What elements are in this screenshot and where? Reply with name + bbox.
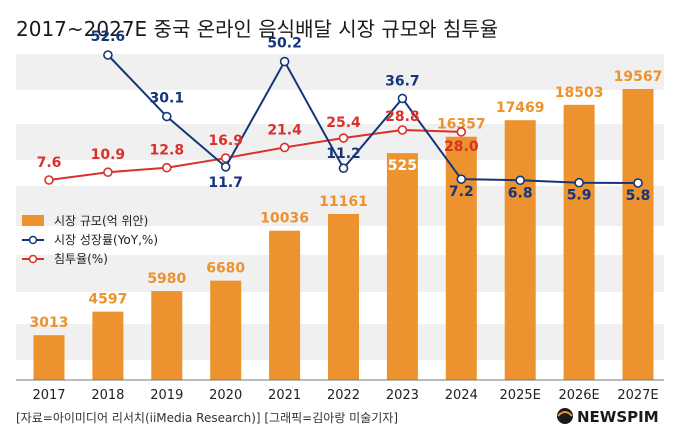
penetration-point-2023 <box>397 125 408 135</box>
x-tick-2019: 2019 <box>150 388 183 403</box>
penetration-point-2017 <box>44 175 54 185</box>
brand-globe-icon <box>557 408 573 424</box>
penetration-point-2024 <box>456 127 467 137</box>
x-tick-2026E: 2026E <box>558 388 599 403</box>
growth-point-2024 <box>456 174 467 184</box>
brand-name: NEWSPIM <box>577 408 659 426</box>
bar-2024 <box>445 136 477 380</box>
bar-value-label-2018: 4597 <box>88 292 127 308</box>
legend-label-growth: 시장 성장률(YoY,%) <box>54 233 158 247</box>
penetration-point-2019 <box>162 162 172 173</box>
stripe-1 <box>16 124 664 160</box>
bar-value-label-2024: 16357 <box>437 117 486 133</box>
growth-label-2020: 11.7 <box>208 175 243 191</box>
bar-2025E <box>504 120 536 380</box>
bar-2019 <box>151 291 183 380</box>
bar-value-label-2027E: 19567 <box>614 69 663 85</box>
bar-2026E <box>563 104 595 380</box>
growth-point-2023 <box>397 93 408 104</box>
bar-2018 <box>92 311 124 380</box>
growth-point-2026E <box>574 177 584 188</box>
x-tick-2018: 2018 <box>91 388 124 403</box>
growth-point-2018 <box>103 50 113 60</box>
x-tick-2017: 2017 <box>32 388 65 403</box>
bar-2020 <box>210 280 242 380</box>
growth-label-2021: 50.2 <box>267 36 302 52</box>
bar-value-label-2020: 6680 <box>206 261 245 277</box>
penetration-label-2020: 16.9 <box>208 133 243 149</box>
penetration-label-2017: 7.6 <box>37 155 62 171</box>
bar-2022 <box>328 214 359 380</box>
penetration-point-2021 <box>279 142 290 153</box>
bar-value-label-2025E: 17469 <box>496 100 545 116</box>
bar-2021 <box>269 230 301 380</box>
legend-swatch-market-size <box>22 215 44 226</box>
penetration-label-2019: 12.8 <box>150 143 185 159</box>
point-labels: 52.6 30.1 11.7 50.2 11.2 36.7 7.2 6.8 5.9 5.8 7.6 1… <box>37 29 651 204</box>
brand-logo: NEWSPIM <box>557 408 659 426</box>
growth-point-2027E <box>633 178 643 188</box>
growth-label-2027E: 5.8 <box>626 188 651 204</box>
growth-label-2025E: 6.8 <box>508 185 533 201</box>
growth-point-2020 <box>220 162 231 172</box>
chart-title: 2017~2027E 중국 온라인 음식배달 시장 규모와 침투율 <box>16 17 498 41</box>
penetration-label-2021: 21.4 <box>267 122 302 138</box>
legend-label-market-size: 시장 규모(억 위안) <box>54 214 148 228</box>
growth-line-series <box>103 50 643 188</box>
bar-value-label-2021: 10036 <box>260 211 309 227</box>
x-tick-2020: 2020 <box>209 388 242 403</box>
x-axis-ticks: 2017 2018 2019 2020 2021 2022 2023 2024 2025E 202… <box>32 388 658 403</box>
penetration-point-2018 <box>103 167 113 178</box>
legend-marker-growth <box>28 235 38 245</box>
bar-value-label-2022: 11161 <box>319 194 368 210</box>
x-tick-2023: 2023 <box>386 388 419 403</box>
penetration-label-2022: 25.4 <box>326 115 361 131</box>
brand-swoosh-icon <box>557 411 573 417</box>
growth-label-2022: 11.2 <box>326 146 361 162</box>
x-tick-2022: 2022 <box>327 388 360 403</box>
bar-2023 <box>386 153 418 380</box>
bar-labels: 3013 4597 5980 6680 10036 11161 15254 16357 1746… <box>30 69 663 331</box>
penetration-label-2024: 28.0 <box>444 139 479 155</box>
bar-value-label-2017: 3013 <box>30 315 69 331</box>
growth-point-2021 <box>279 56 290 67</box>
growth-line <box>107 54 639 184</box>
growth-label-2023: 36.7 <box>385 73 420 89</box>
penetration-line <box>48 128 462 181</box>
legend-label-penetration: 침투율(%) <box>54 252 108 266</box>
growth-label-2026E: 5.9 <box>567 188 592 204</box>
x-tick-2024: 2024 <box>445 388 478 403</box>
bar-value-label-2023: 15254 <box>378 158 427 174</box>
bar-value-label-2026E: 18503 <box>555 85 604 101</box>
growth-label-2018: 52.6 <box>91 29 126 45</box>
bar-series <box>33 89 654 380</box>
penetration-label-2023: 28.8 <box>385 109 420 125</box>
growth-point-2022 <box>338 163 349 174</box>
legend: 시장 규모(억 위안) 시장 성장률(YoY,%) 침투율(%) <box>22 214 158 266</box>
x-tick-2027E: 2027E <box>617 388 658 403</box>
x-tick-2021: 2021 <box>268 388 301 403</box>
bar-value-label-2019: 5980 <box>147 271 186 287</box>
penetration-line-series <box>44 125 467 185</box>
growth-point-2019 <box>162 111 172 122</box>
growth-label-2024: 7.2 <box>449 184 474 200</box>
legend-marker-penetration <box>28 254 38 264</box>
growth-point-2025E <box>515 175 526 186</box>
penetration-point-2022 <box>338 133 349 143</box>
x-tick-2025E: 2025E <box>500 388 541 403</box>
penetration-label-2018: 10.9 <box>91 147 126 163</box>
bar-2017 <box>33 335 65 380</box>
source-note: [자료=아이미디어 리서치(iiMedia Research)] [그래픽=김아… <box>16 411 398 425</box>
bar-2027E <box>622 89 654 380</box>
growth-label-2019: 30.1 <box>150 91 185 107</box>
